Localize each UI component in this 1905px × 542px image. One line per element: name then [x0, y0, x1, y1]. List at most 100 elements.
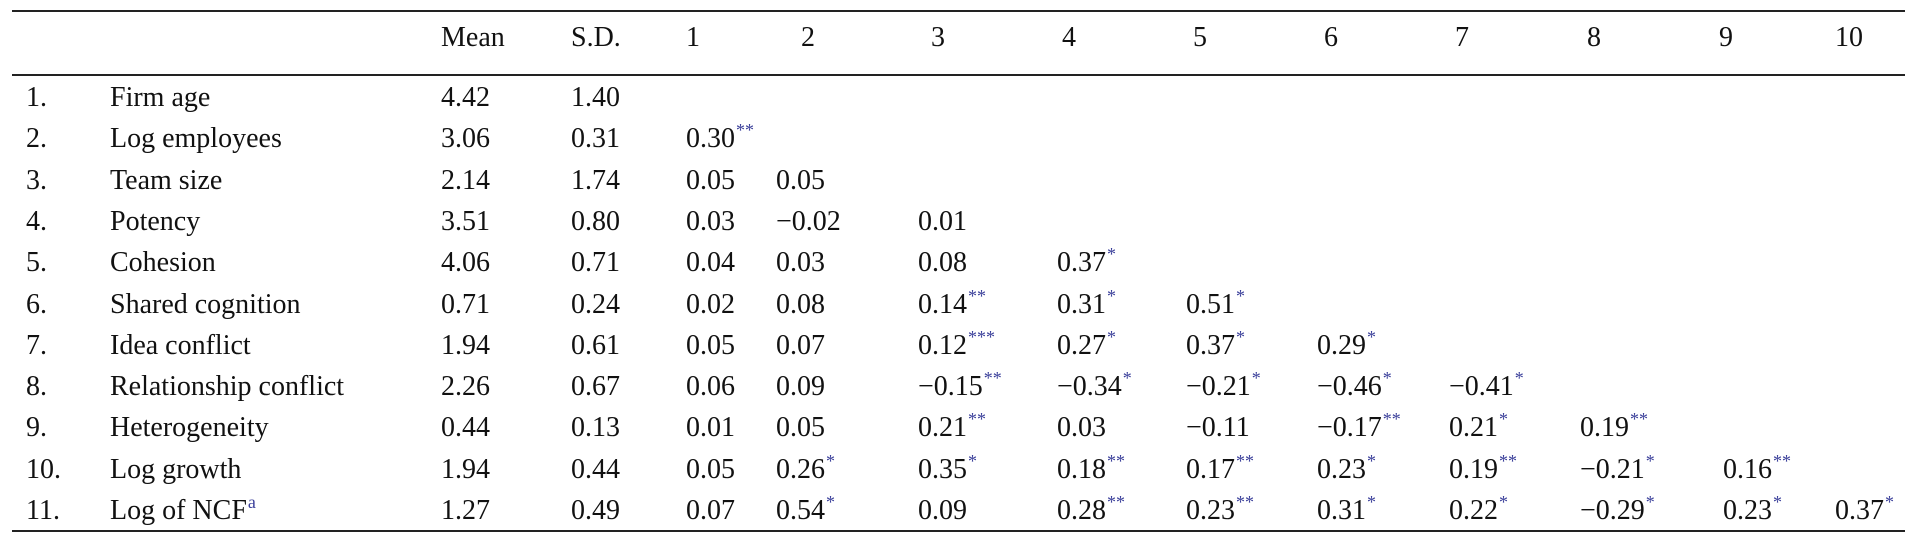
significance-marker: *: [1367, 326, 1376, 347]
significance-marker: *: [968, 450, 977, 471]
correlation-value: −0.21*: [1186, 368, 1261, 403]
correlation-value: 0.08: [776, 288, 825, 320]
correlation-value: 0.30**: [686, 120, 754, 155]
footnote-marker: a: [247, 492, 256, 512]
significance-marker: *: [826, 492, 835, 512]
significance-marker: *: [826, 450, 835, 471]
correlation-value: 0.12***: [918, 326, 995, 361]
correlation-value: 0.19**: [1580, 409, 1648, 444]
significance-marker: **: [983, 368, 1002, 389]
correlation-value: 0.51*: [1186, 285, 1245, 320]
significance-marker: *: [1499, 492, 1508, 512]
variable-name: Firm age: [110, 82, 211, 113]
significance-marker: **: [1236, 450, 1254, 471]
correlation-value: −0.02: [776, 205, 841, 237]
sd-value: 0.31: [571, 123, 620, 155]
mean-value: 1.27: [441, 495, 490, 526]
row-number: 10.: [26, 453, 61, 485]
significance-marker: **: [1499, 450, 1517, 471]
significance-marker: **: [1236, 492, 1254, 512]
correlation-value: 0.23*: [1317, 450, 1376, 485]
table-row: 8. Relationship conflict 2.26 0.67 0.06 0.09 −…: [0, 367, 1905, 407]
significance-marker: **: [968, 285, 986, 306]
header-col-3: 3: [931, 22, 945, 53]
correlation-value: 0.37*: [1186, 326, 1245, 361]
mean-value: 4.42: [441, 82, 490, 113]
header-col-5: 5: [1193, 22, 1207, 53]
row-number: 5.: [26, 247, 47, 279]
correlation-value: 0.14**: [918, 285, 986, 320]
header-col-2: 2: [801, 22, 815, 53]
significance-marker: *: [1367, 450, 1376, 471]
correlation-value: 0.31*: [1057, 285, 1116, 320]
table-row: 6. Shared cognition 0.71 0.24 0.02 0.08 0.14**…: [0, 285, 1905, 325]
significance-marker: ***: [968, 326, 995, 347]
variable-name: Log growth: [110, 453, 242, 485]
correlation-value: 0.18**: [1057, 450, 1125, 485]
correlation-value: 0.16**: [1723, 450, 1791, 485]
mean-value: 4.06: [441, 247, 490, 279]
correlation-value: 0.05: [686, 164, 735, 196]
sd-value: 0.80: [571, 205, 620, 237]
correlation-value: 0.17**: [1186, 450, 1254, 485]
correlation-value: 0.08: [918, 247, 967, 279]
sd-value: 0.67: [571, 371, 620, 403]
table-row: 5. Cohesion 4.06 0.71 0.04 0.03 0.08 0.37*: [0, 243, 1905, 283]
significance-marker: *: [1773, 492, 1782, 512]
correlation-value: 0.28**: [1057, 492, 1125, 526]
correlation-value: 0.05: [776, 164, 825, 196]
table-row: 3. Team size 2.14 1.74 0.05 0.05: [0, 161, 1905, 201]
variable-name: Team size: [110, 164, 223, 196]
row-number: 6.: [26, 288, 47, 320]
mean-value: 2.26: [441, 371, 490, 403]
mean-value: 2.14: [441, 164, 490, 196]
row-number: 8.: [26, 371, 47, 403]
sd-value: 1.74: [571, 164, 620, 196]
variable-name: Shared cognition: [110, 288, 301, 320]
significance-marker: *: [1645, 450, 1655, 471]
correlation-value: 0.37*: [1057, 244, 1116, 279]
correlation-value: 0.02: [686, 288, 735, 320]
header-col-7: 7: [1455, 22, 1469, 53]
significance-marker: *: [1382, 368, 1392, 389]
significance-marker: *: [1107, 244, 1116, 265]
correlation-value: −0.15**: [918, 368, 1002, 403]
correlation-value: 0.04: [686, 247, 735, 279]
row-number: 3.: [26, 164, 47, 196]
correlation-value: 0.22*: [1449, 492, 1508, 526]
variable-name: Heterogeneity: [110, 412, 269, 444]
correlation-value: 0.21**: [918, 409, 986, 444]
correlation-value: 0.37*: [1835, 492, 1894, 526]
correlation-value: 0.19**: [1449, 450, 1517, 485]
sd-value: 0.49: [571, 495, 620, 526]
correlation-value: 0.23*: [1723, 492, 1782, 526]
significance-marker: *: [1367, 492, 1376, 512]
correlation-value: 0.05: [686, 453, 735, 485]
correlation-value: 0.31*: [1317, 492, 1376, 526]
correlation-value: −0.17**: [1317, 409, 1401, 444]
mean-value: 0.44: [441, 412, 490, 444]
sd-value: 0.44: [571, 453, 620, 485]
significance-marker: *: [1885, 492, 1894, 512]
mean-value: 0.71: [441, 288, 490, 320]
sd-value: 0.13: [571, 412, 620, 444]
sd-value: 0.61: [571, 329, 620, 361]
sd-value: 0.71: [571, 247, 620, 279]
correlation-value: −0.21*: [1580, 450, 1655, 485]
header-col-9: 9: [1719, 22, 1733, 53]
correlation-value: 0.05: [776, 412, 825, 444]
header-col-1: 1: [686, 22, 700, 53]
variable-name: Potency: [110, 205, 201, 237]
row-number: 2.: [26, 123, 47, 155]
variable-name: Log employees: [110, 123, 282, 155]
variable-name: Relationship conflict: [110, 371, 345, 403]
significance-marker: **: [736, 120, 754, 141]
significance-marker: **: [1773, 450, 1791, 471]
row-number: 4.: [26, 205, 47, 237]
table-row: 4. Potency 3.51 0.80 0.03 −0.02 0.01: [0, 202, 1905, 242]
variable-name: Cohesion: [110, 247, 216, 279]
correlation-value: 0.21*: [1449, 409, 1508, 444]
mean-value: 1.94: [441, 329, 490, 361]
mean-value: 3.51: [441, 205, 490, 237]
correlation-value: −0.29*: [1580, 492, 1655, 526]
